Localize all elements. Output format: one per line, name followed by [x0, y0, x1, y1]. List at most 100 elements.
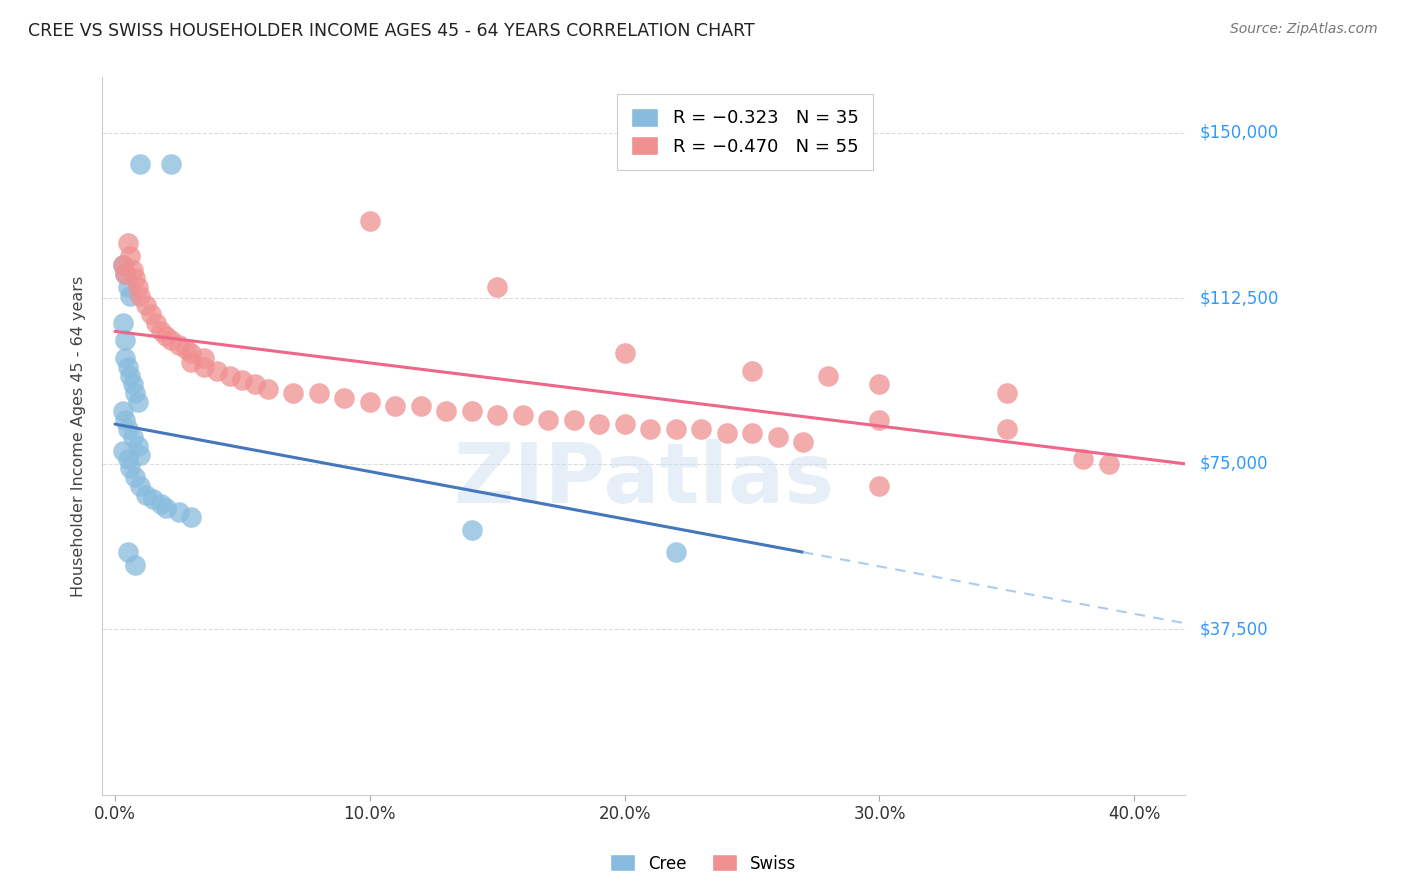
Point	[537, 413, 560, 427]
Point	[142, 492, 165, 507]
Point	[121, 262, 143, 277]
Point	[359, 395, 381, 409]
Legend: Cree, Swiss: Cree, Swiss	[603, 847, 803, 880]
Point	[180, 346, 202, 360]
Point	[129, 156, 152, 170]
Text: $150,000: $150,000	[1199, 124, 1278, 142]
Point	[117, 452, 139, 467]
Point	[114, 333, 136, 347]
Point	[160, 156, 183, 170]
Point	[117, 421, 139, 435]
Point	[117, 545, 139, 559]
Point	[1098, 457, 1121, 471]
Point	[124, 558, 146, 573]
Point	[792, 434, 814, 449]
Point	[995, 421, 1018, 435]
Point	[613, 417, 636, 431]
Point	[359, 214, 381, 228]
Point	[869, 479, 891, 493]
Point	[120, 249, 142, 263]
Point	[231, 373, 253, 387]
Point	[741, 425, 763, 440]
Point	[167, 505, 190, 519]
Point	[613, 346, 636, 360]
Point	[434, 404, 457, 418]
Point	[176, 342, 198, 356]
Point	[135, 488, 157, 502]
Point	[665, 421, 688, 435]
Point	[111, 443, 134, 458]
Point	[117, 235, 139, 250]
Point	[111, 404, 134, 418]
Point	[180, 355, 202, 369]
Point	[114, 413, 136, 427]
Legend: R = −0.323   N = 35, R = −0.470   N = 55: R = −0.323 N = 35, R = −0.470 N = 55	[617, 94, 873, 170]
Point	[461, 523, 484, 537]
Point	[741, 364, 763, 378]
Point	[155, 501, 177, 516]
Point	[155, 328, 177, 343]
Point	[1071, 452, 1094, 467]
Point	[218, 368, 240, 383]
Point	[127, 395, 149, 409]
Point	[638, 421, 661, 435]
Y-axis label: Householder Income Ages 45 - 64 years: Householder Income Ages 45 - 64 years	[72, 276, 86, 597]
Text: Source: ZipAtlas.com: Source: ZipAtlas.com	[1230, 22, 1378, 37]
Point	[588, 417, 610, 431]
Point	[111, 316, 134, 330]
Point	[129, 448, 152, 462]
Point	[124, 386, 146, 401]
Point	[114, 267, 136, 281]
Point	[145, 316, 167, 330]
Point	[149, 324, 172, 338]
Point	[120, 461, 142, 475]
Point	[124, 271, 146, 285]
Text: $37,500: $37,500	[1199, 621, 1268, 639]
Point	[129, 289, 152, 303]
Point	[124, 470, 146, 484]
Point	[384, 400, 406, 414]
Point	[121, 430, 143, 444]
Text: ZIPatlas: ZIPatlas	[453, 439, 834, 520]
Point	[486, 409, 509, 423]
Point	[869, 413, 891, 427]
Point	[257, 382, 280, 396]
Text: $112,500: $112,500	[1199, 289, 1278, 307]
Point	[333, 391, 356, 405]
Point	[308, 386, 330, 401]
Point	[117, 359, 139, 374]
Point	[817, 368, 839, 383]
Point	[193, 351, 215, 365]
Text: $75,000: $75,000	[1199, 455, 1268, 473]
Point	[120, 289, 142, 303]
Point	[111, 258, 134, 272]
Point	[180, 509, 202, 524]
Point	[766, 430, 789, 444]
Point	[129, 479, 152, 493]
Point	[127, 280, 149, 294]
Point	[562, 413, 585, 427]
Point	[193, 359, 215, 374]
Text: CREE VS SWISS HOUSEHOLDER INCOME AGES 45 - 64 YEARS CORRELATION CHART: CREE VS SWISS HOUSEHOLDER INCOME AGES 45…	[28, 22, 755, 40]
Point	[114, 351, 136, 365]
Point	[243, 377, 266, 392]
Point	[121, 377, 143, 392]
Point	[283, 386, 305, 401]
Point	[690, 421, 713, 435]
Point	[665, 545, 688, 559]
Point	[716, 425, 738, 440]
Point	[139, 307, 162, 321]
Point	[486, 280, 509, 294]
Point	[512, 409, 534, 423]
Point	[127, 439, 149, 453]
Point	[114, 267, 136, 281]
Point	[995, 386, 1018, 401]
Point	[111, 258, 134, 272]
Point	[135, 298, 157, 312]
Point	[160, 333, 183, 347]
Point	[167, 337, 190, 351]
Point	[461, 404, 484, 418]
Point	[117, 280, 139, 294]
Point	[869, 377, 891, 392]
Point	[120, 368, 142, 383]
